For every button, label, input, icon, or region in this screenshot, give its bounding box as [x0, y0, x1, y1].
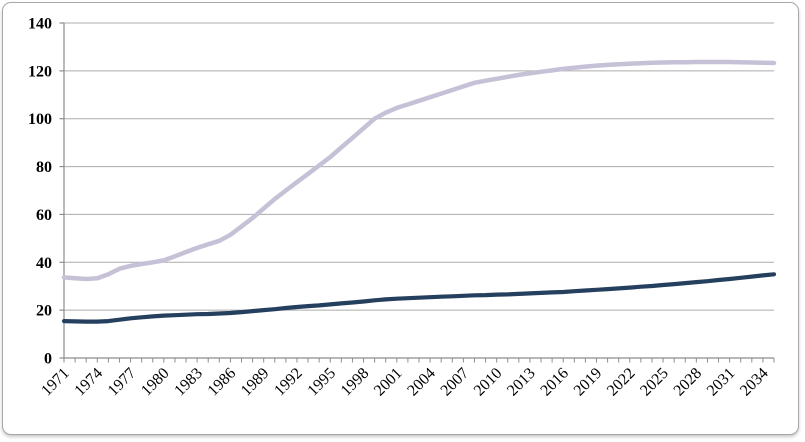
x-tick-label: 1989	[238, 365, 273, 400]
y-tick-label: 140	[28, 16, 52, 33]
y-tick-label: 0	[44, 351, 52, 368]
x-tick-label: 1974	[71, 365, 106, 400]
x-tick-label: 2034	[737, 365, 772, 400]
x-tick-label: 1995	[304, 365, 339, 400]
y-tick-label: 40	[36, 255, 52, 272]
y-tick-label: 20	[36, 303, 52, 320]
x-tick-label: 2022	[604, 365, 639, 400]
x-tick-label: 2007	[438, 365, 473, 400]
x-tick-label: 1980	[138, 365, 173, 400]
x-tick-label: 2010	[471, 365, 506, 400]
x-tick-label: 2013	[504, 365, 539, 400]
line-chart: 0204060801001201401971197419771980198319…	[28, 16, 777, 400]
x-tick-label: 2004	[404, 365, 439, 400]
x-tick-label: 2019	[571, 365, 606, 400]
x-tick-label: 2028	[671, 365, 706, 400]
x-tick-label: 2031	[704, 365, 739, 400]
x-tick-label: 1971	[38, 365, 73, 400]
x-tick-label: 1986	[205, 365, 240, 400]
x-tick-label: 2025	[637, 365, 672, 400]
upper-light-purple-line	[61, 59, 777, 282]
y-tick-label: 60	[36, 207, 52, 224]
lower-dark-navy-line	[61, 272, 777, 324]
x-tick-label: 2001	[371, 365, 406, 400]
x-tick-label: 2016	[537, 365, 572, 400]
y-tick-label: 120	[28, 63, 52, 80]
y-tick-label: 80	[36, 159, 52, 176]
x-tick-label: 1977	[105, 365, 140, 400]
x-tick-label: 1983	[171, 365, 206, 400]
x-tick-label: 1992	[271, 365, 306, 400]
chart-frame: 0 20 40 60 80 100 120 140 1971 1974 1977 1980 1983 19…	[2, 2, 799, 435]
x-tick-label: 1998	[338, 365, 373, 400]
y-tick-label: 100	[28, 111, 52, 128]
